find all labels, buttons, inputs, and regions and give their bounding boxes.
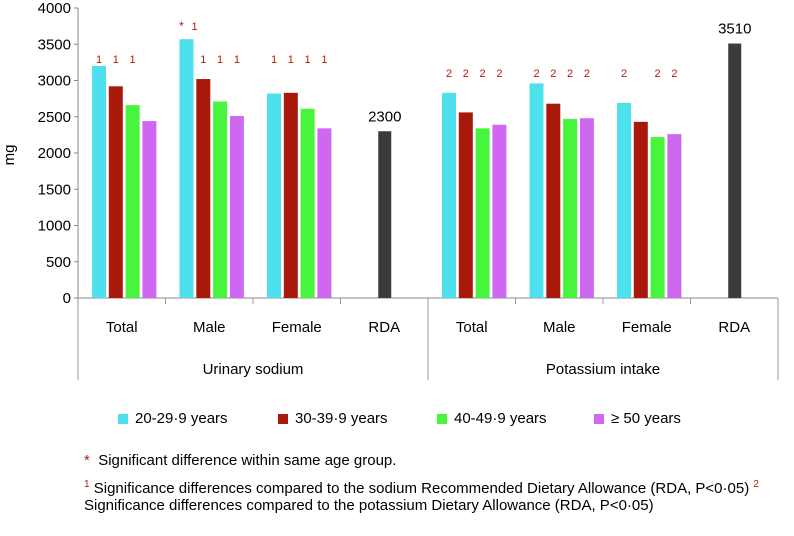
y-tick-label-2500: 2500 bbox=[38, 109, 71, 126]
star-sup-mark-0-1: 1 bbox=[191, 21, 197, 33]
footnote-star: * Significant difference within same age… bbox=[84, 452, 784, 470]
category-label-0-1: Male bbox=[193, 319, 226, 336]
bar-1-0-s1 bbox=[458, 112, 473, 299]
y-tick-label-4000: 4000 bbox=[38, 0, 71, 17]
significance-mark-0-2-s3: 1 bbox=[321, 54, 327, 66]
bar-1-1-s1 bbox=[546, 103, 561, 298]
y-tick-label-2000: 2000 bbox=[38, 145, 71, 162]
rda-value-label-1: 3510 bbox=[718, 21, 751, 38]
legend-swatch-40-49 bbox=[437, 413, 447, 424]
bar-0-0-s2 bbox=[125, 105, 140, 299]
y-tick-label-3000: 3000 bbox=[38, 73, 71, 90]
bar-1-0-s0 bbox=[442, 92, 456, 298]
significance-mark-0-1-s2: 1 bbox=[217, 54, 223, 66]
bar-1-2-s0 bbox=[617, 102, 631, 298]
significance-mark-1-0-s3: 2 bbox=[496, 68, 502, 80]
bar-1-1-s0 bbox=[529, 83, 544, 299]
bar-1-1-s3 bbox=[579, 118, 594, 298]
legend-label-50-plus: ≥ 50 years bbox=[611, 410, 681, 427]
significance-mark-0-1-s3: 1 bbox=[234, 54, 240, 66]
footnote-sup-2: 2 bbox=[753, 478, 759, 490]
significance-mark-1-0-s1: 2 bbox=[463, 68, 469, 80]
footnote-1-text: Significance differences compared to the… bbox=[93, 479, 750, 497]
significance-mark-1-1-s0: 2 bbox=[533, 68, 539, 80]
bar-0-2-s0 bbox=[267, 93, 281, 298]
footnotes: * Significant difference within same age… bbox=[84, 452, 784, 515]
legend-swatch-50-plus bbox=[594, 413, 604, 424]
bar-1-2-s2 bbox=[650, 137, 665, 298]
significance-mark-1-2-s3: 2 bbox=[671, 68, 677, 80]
y-tick-label-1000: 1000 bbox=[38, 218, 71, 235]
legend-label-20-29: 20-29·9 years bbox=[135, 410, 228, 427]
category-label-0-0: Total bbox=[106, 319, 138, 336]
significance-mark-1-2-s0: 2 bbox=[621, 68, 627, 80]
footnote-star-text: Significant difference within same age g… bbox=[98, 452, 397, 469]
category-label-1-3: RDA bbox=[718, 319, 750, 336]
significance-mark-0-0-s0: 1 bbox=[96, 54, 102, 66]
bar-0-0-s0 bbox=[92, 66, 106, 298]
significance-mark-0-1-s1: 1 bbox=[200, 54, 206, 66]
bar-1-0-s2 bbox=[475, 128, 490, 298]
footnote-2-text: Significance differences compared to the… bbox=[84, 497, 654, 514]
significance-mark-0-0-s2: 1 bbox=[130, 54, 136, 66]
legend-swatch-30-39 bbox=[278, 413, 288, 424]
y-tick-label-1500: 1500 bbox=[38, 181, 71, 198]
y-axis-title: mg bbox=[1, 145, 18, 166]
category-label-0-2: Female bbox=[272, 319, 322, 336]
significance-mark-1-0-s0: 2 bbox=[446, 68, 452, 80]
bar-0-2-s3 bbox=[317, 128, 332, 298]
bar-0-0-s1 bbox=[108, 86, 123, 298]
bar-0-1-s3 bbox=[229, 116, 244, 299]
bar-1-2-s1 bbox=[633, 121, 648, 298]
bar-0-2-s2 bbox=[300, 108, 315, 299]
bar-0-1-s0 bbox=[179, 39, 194, 299]
rda-value-label-0: 2300 bbox=[368, 108, 401, 125]
significance-mark-0-2-s0: 1 bbox=[271, 54, 277, 66]
group-label-1: Potassium intake bbox=[546, 361, 660, 378]
significance-mark-1-2-s2: 2 bbox=[655, 68, 661, 80]
bar-1-2-s3 bbox=[667, 134, 682, 298]
significance-mark-1-0-s2: 2 bbox=[480, 68, 486, 80]
footnote-significance: 1 Significance differences compared to t… bbox=[84, 478, 784, 515]
group-label-0: Urinary sodium bbox=[203, 361, 304, 378]
legend: 20-29·9 years 30-39·9 years 40-49·9 year… bbox=[118, 410, 758, 432]
significance-mark-0-2-s2: 1 bbox=[305, 54, 311, 66]
legend-label-30-39: 30-39·9 years bbox=[295, 410, 388, 427]
bar-0-1-s1 bbox=[196, 79, 211, 298]
significance-mark-1-1-s1: 2 bbox=[550, 68, 556, 80]
bar-1-1-s2 bbox=[563, 118, 578, 298]
bar-0-1-s2 bbox=[213, 101, 228, 299]
legend-label-40-49: 40-49·9 years bbox=[454, 410, 547, 427]
footnote-sup-1: 1 bbox=[84, 478, 90, 490]
category-label-1-2: Female bbox=[622, 319, 672, 336]
star-mark-0-1: * bbox=[179, 19, 184, 33]
legend-item-30-39: 30-39·9 years bbox=[278, 410, 388, 427]
significance-mark-0-2-s1: 1 bbox=[288, 54, 294, 66]
bar-0-2-s1 bbox=[283, 92, 298, 298]
y-tick-label-500: 500 bbox=[46, 254, 71, 271]
bar-rda-1 bbox=[728, 43, 742, 299]
bar-1-0-s3 bbox=[492, 124, 507, 298]
legend-item-50-plus: ≥ 50 years bbox=[594, 410, 681, 427]
category-label-1-1: Male bbox=[543, 319, 576, 336]
significance-mark-1-1-s2: 2 bbox=[567, 68, 573, 80]
y-tick-label-3500: 3500 bbox=[38, 36, 71, 53]
legend-swatch-20-29 bbox=[118, 413, 128, 424]
legend-item-20-29: 20-29·9 years bbox=[118, 410, 228, 427]
category-label-1-0: Total bbox=[456, 319, 488, 336]
footnote-star-symbol: * bbox=[84, 452, 90, 469]
bar-chart: 0 500 1000 1500 2000 2500 3000 3500 4000 mg Urinar… bbox=[1, 0, 779, 380]
significance-mark-1-1-s3: 2 bbox=[584, 68, 590, 80]
significance-mark-0-0-s1: 1 bbox=[113, 54, 119, 66]
category-label-0-3: RDA bbox=[368, 319, 400, 336]
bar-0-0-s3 bbox=[142, 121, 157, 298]
bar-rda-0 bbox=[378, 131, 392, 298]
y-tick-label-0: 0 bbox=[63, 290, 71, 307]
legend-item-40-49: 40-49·9 years bbox=[437, 410, 547, 427]
